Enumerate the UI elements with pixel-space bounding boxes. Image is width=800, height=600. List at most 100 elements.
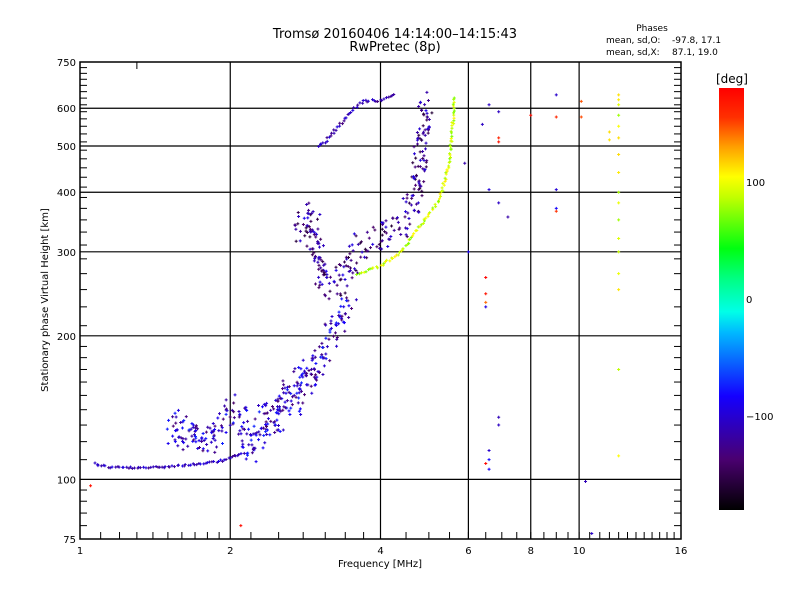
data-point [327, 135, 331, 139]
data-point [318, 245, 322, 249]
data-point [420, 189, 424, 193]
data-point [174, 421, 178, 425]
data-point [497, 136, 501, 140]
data-point [452, 100, 456, 104]
data-point [343, 312, 347, 316]
data-point [197, 446, 201, 450]
data-point [337, 273, 341, 277]
data-point [410, 194, 414, 198]
data-point [323, 273, 327, 277]
data-point [237, 410, 241, 414]
data-point [607, 138, 611, 142]
data-point [264, 420, 268, 424]
data-point [284, 391, 288, 395]
data-point [171, 424, 175, 428]
data-point [397, 227, 401, 231]
stats-heading: Phases [636, 24, 668, 34]
data-point [292, 384, 296, 388]
data-point [240, 439, 244, 443]
data-point [383, 230, 387, 234]
data-point [417, 180, 421, 184]
data-point [132, 466, 136, 470]
data-point [250, 443, 254, 447]
x-tick-label: 10 [573, 546, 586, 557]
data-point [277, 423, 281, 427]
data-point [418, 127, 422, 131]
y-tick-label: 100 [57, 475, 76, 486]
data-point [382, 97, 386, 101]
data-point [487, 467, 491, 471]
data-point [247, 443, 251, 447]
data-point [386, 244, 390, 248]
data-point [367, 236, 371, 240]
data-point [307, 225, 311, 229]
data-point [407, 241, 411, 245]
data-point [180, 426, 184, 430]
data-point [213, 450, 217, 454]
data-point [414, 202, 418, 206]
data-point [266, 428, 270, 432]
data-point [335, 125, 339, 129]
data-point [414, 173, 418, 177]
data-point [305, 383, 309, 387]
data-point [179, 421, 183, 425]
data-point [309, 384, 313, 388]
data-point [466, 250, 470, 254]
data-point [163, 465, 167, 469]
data-point [361, 101, 365, 105]
data-point [250, 451, 254, 455]
data-point [117, 465, 121, 469]
data-point [433, 202, 437, 206]
data-point [617, 98, 621, 102]
data-point [355, 105, 359, 109]
data-point [103, 464, 107, 468]
data-point [264, 411, 268, 415]
data-point [364, 98, 368, 102]
data-point [319, 266, 323, 270]
data-point [296, 382, 300, 386]
data-point [212, 459, 216, 463]
data-point [554, 206, 558, 210]
data-point [412, 208, 416, 212]
data-point [307, 368, 311, 372]
data-point [380, 99, 384, 103]
data-point [407, 216, 411, 220]
data-point [344, 299, 348, 303]
data-point [325, 276, 329, 280]
data-point [96, 464, 100, 468]
data-point [349, 111, 353, 115]
data-point [297, 391, 301, 395]
data-point [327, 337, 331, 341]
data-point [452, 116, 456, 120]
x-axis-label: Frequency [MHz] [338, 559, 422, 570]
data-point [388, 237, 392, 241]
data-point [187, 428, 191, 432]
data-point [176, 463, 180, 467]
data-point [369, 246, 373, 250]
data-point [307, 208, 311, 212]
data-point [380, 233, 384, 237]
data-point [196, 447, 200, 451]
data-point [439, 194, 443, 198]
data-point [264, 430, 268, 434]
data-point [452, 111, 456, 115]
colorbar [719, 88, 744, 510]
data-point [183, 463, 187, 467]
data-point [420, 108, 424, 112]
data-point [388, 259, 392, 263]
data-point [144, 466, 148, 470]
data-point [355, 273, 359, 277]
data-point [497, 140, 501, 144]
data-point [99, 464, 103, 468]
data-point [262, 402, 266, 406]
data-point [376, 100, 380, 104]
data-point [416, 136, 420, 140]
data-point [277, 412, 281, 416]
data-point [426, 131, 430, 135]
data-point [441, 181, 445, 185]
data-point [298, 375, 302, 379]
data-point [288, 413, 292, 417]
data-point [401, 247, 405, 251]
data-point [201, 432, 205, 436]
data-point [307, 201, 311, 205]
